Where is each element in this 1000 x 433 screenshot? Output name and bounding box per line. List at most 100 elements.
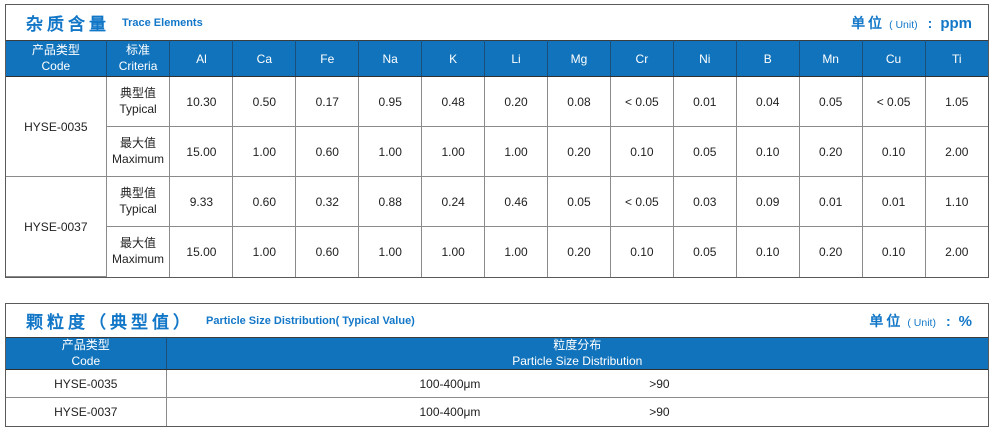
size-percentage: >90 bbox=[649, 404, 670, 419]
col-header-code-en: Code bbox=[41, 58, 71, 73]
col-header-dist-zh: 粒度分布 bbox=[553, 338, 602, 352]
distribution-cell: 100-400μm >90 bbox=[165, 397, 988, 426]
criteria-cell: 最大值 Maximum bbox=[106, 226, 171, 277]
value-cell: 0.01 bbox=[672, 76, 737, 127]
value-cell: 0.17 bbox=[295, 76, 360, 127]
value-cell: 0.88 bbox=[358, 176, 423, 227]
unit-zh: 单位 bbox=[851, 14, 886, 31]
value-cell: 15.00 bbox=[169, 226, 234, 277]
unit-colon: : bbox=[927, 14, 933, 31]
value-cell: 0.05 bbox=[798, 76, 863, 127]
col-header-code: 产品类型 Code bbox=[6, 40, 107, 77]
table-header-row: 产品类型 Code 粒度分布 Particle Size Distribution bbox=[6, 336, 988, 371]
value-cell: 0.10 bbox=[861, 226, 926, 277]
value-cell: 1.00 bbox=[358, 226, 423, 277]
value-cell: 0.01 bbox=[798, 176, 863, 227]
value-cell: 0.05 bbox=[547, 176, 611, 227]
value-cell: 0.09 bbox=[735, 176, 800, 227]
value-cell: 1.00 bbox=[421, 226, 486, 277]
unit-en: ( Unit) bbox=[907, 316, 936, 329]
criteria-en: Maximum bbox=[112, 251, 165, 266]
value-cell: 0.10 bbox=[609, 126, 674, 177]
col-header-element: Al bbox=[169, 40, 234, 77]
col-header-code-zh: 产品类型 bbox=[61, 338, 110, 352]
value-cell: 0.05 bbox=[672, 126, 737, 177]
unit-en: ( Unit) bbox=[889, 18, 918, 31]
value-cell: 0.24 bbox=[421, 176, 486, 227]
col-header-element: Cr bbox=[609, 40, 674, 77]
value-cell: 0.60 bbox=[295, 226, 360, 277]
value-cell: 0.46 bbox=[484, 176, 548, 227]
col-header-element: Li bbox=[484, 40, 548, 77]
value-cell: 0.05 bbox=[672, 226, 737, 277]
value-cell: 0.60 bbox=[295, 126, 360, 177]
value-cell: 9.33 bbox=[169, 176, 234, 227]
value-cell: 0.95 bbox=[358, 76, 423, 127]
col-header-element: Mn bbox=[798, 40, 863, 77]
value-cell: < 0.05 bbox=[609, 76, 674, 127]
table-row: HYSE-0037 典型值 Typical 9.33 0.60 0.32 0.88… bbox=[6, 176, 988, 277]
value-cell: 0.20 bbox=[547, 126, 611, 177]
criteria-zh: 典型值 bbox=[120, 85, 157, 100]
particle-size-section: 颗粒度（典型值） Particle Size Distribution( Typ… bbox=[5, 303, 989, 427]
value-cell: < 0.05 bbox=[609, 176, 674, 227]
col-header-element: Mg bbox=[547, 40, 611, 77]
criteria-zh: 最大值 bbox=[120, 135, 157, 150]
value-cell: 1.05 bbox=[924, 76, 988, 127]
table-row: HYSE-0035 典型值 Typical 10.30 0.50 0.17 0.9… bbox=[6, 76, 988, 177]
col-header-criteria-en: Criteria bbox=[118, 58, 158, 73]
value-cell: 0.32 bbox=[295, 176, 360, 227]
table-row: 最大值 Maximum 15.00 1.00 0.60 1.00 1.00 1.0… bbox=[6, 226, 988, 277]
value-cell: 1.00 bbox=[484, 226, 548, 277]
col-header-code-en: Code bbox=[71, 353, 101, 368]
col-header-element: Fe bbox=[295, 40, 360, 77]
col-header-element: B bbox=[735, 40, 800, 77]
trace-elements-titlebar: 杂质含量 Trace Elements 单位 ( Unit) : ppm bbox=[6, 5, 988, 40]
unit-value: ppm bbox=[940, 14, 972, 32]
value-cell: < 0.05 bbox=[861, 76, 926, 127]
particle-size-table: 产品类型 Code 粒度分布 Particle Size Distribution … bbox=[6, 336, 988, 426]
table-header-row: 产品类型 Code 标准 Criteria Al Ca Fe Na K Li Mg … bbox=[6, 40, 988, 77]
table-row: HYSE-0037 100-400μm >90 bbox=[6, 397, 988, 426]
product-code-cell: HYSE-0035 bbox=[6, 76, 107, 177]
criteria-zh: 典型值 bbox=[120, 185, 157, 200]
product-code-cell: HYSE-0037 bbox=[6, 397, 167, 426]
value-cell: 0.48 bbox=[421, 76, 486, 127]
table-row: 最大值 Maximum 15.00 1.00 0.60 1.00 1.00 1.0… bbox=[6, 126, 988, 177]
product-code-cell: HYSE-0035 bbox=[6, 369, 167, 399]
col-header-dist-en: Particle Size Distribution bbox=[512, 353, 643, 368]
section-title-en: Particle Size Distribution( Typical Valu… bbox=[206, 314, 415, 327]
particle-size-titlebar: 颗粒度（典型值） Particle Size Distribution( Typ… bbox=[6, 304, 988, 337]
criteria-en: Typical bbox=[119, 201, 157, 216]
criteria-cell: 典型值 Typical bbox=[105, 176, 171, 227]
col-header-element: Ti bbox=[924, 40, 988, 77]
value-cell: 1.00 bbox=[358, 126, 423, 177]
criteria-cell: 典型值 Typical bbox=[105, 76, 171, 127]
criteria-zh: 最大值 bbox=[120, 236, 157, 251]
col-header-code: 产品类型 Code bbox=[6, 336, 167, 371]
col-header-distribution: 粒度分布 Particle Size Distribution bbox=[165, 336, 988, 371]
value-cell: 1.10 bbox=[924, 176, 988, 227]
criteria-en: Maximum bbox=[112, 151, 165, 166]
value-cell: 0.20 bbox=[798, 126, 863, 177]
unit-colon: : bbox=[945, 312, 951, 329]
value-cell: 1.00 bbox=[232, 126, 297, 177]
value-cell: 2.00 bbox=[924, 226, 988, 277]
value-cell: 2.00 bbox=[924, 126, 988, 177]
value-cell: 0.04 bbox=[735, 76, 800, 127]
value-cell: 0.10 bbox=[735, 126, 800, 177]
value-cell: 0.20 bbox=[798, 226, 863, 277]
size-range: 100-400μm bbox=[419, 376, 481, 391]
col-header-element: Na bbox=[358, 40, 423, 77]
value-cell: 15.00 bbox=[169, 126, 234, 177]
value-cell: 0.20 bbox=[484, 76, 548, 127]
value-cell: 0.20 bbox=[547, 226, 611, 277]
trace-elements-table: 产品类型 Code 标准 Criteria Al Ca Fe Na K Li Mg … bbox=[6, 40, 988, 277]
value-cell: 0.01 bbox=[861, 176, 926, 227]
unit-label: 单位 ( Unit) : % bbox=[869, 311, 972, 331]
value-cell: 1.00 bbox=[232, 226, 297, 277]
criteria-en: Typical bbox=[119, 101, 157, 116]
unit-label: 单位 ( Unit) : ppm bbox=[851, 13, 972, 33]
section-title-zh: 颗粒度（典型值） bbox=[26, 313, 194, 332]
col-header-criteria-zh: 标准 bbox=[126, 42, 151, 57]
